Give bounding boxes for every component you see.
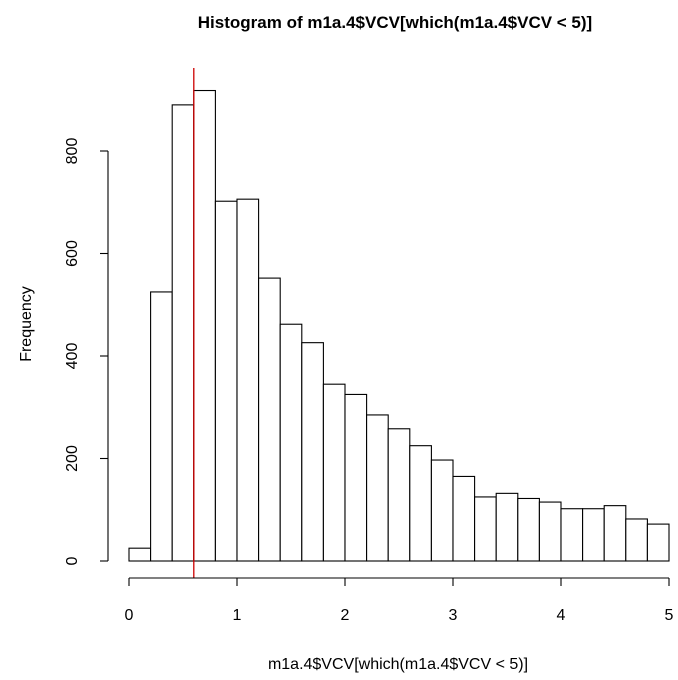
histogram-bar [344, 393, 368, 562]
histogram-bar [560, 508, 584, 562]
histogram-bar [387, 428, 411, 562]
y-tick-label: 600 [64, 240, 81, 267]
x-tick-label: 0 [125, 607, 134, 624]
histogram-bar [193, 89, 216, 562]
histogram-bar [279, 323, 303, 562]
histogram-bar [301, 342, 324, 562]
histogram-bar [430, 459, 454, 562]
histogram-bar [538, 501, 562, 562]
histogram-bar [171, 104, 195, 562]
histogram-bar [474, 496, 497, 562]
histogram-bar [236, 198, 260, 562]
y-axis-title: Frequency [18, 286, 35, 362]
histogram-bar [366, 414, 389, 562]
histogram-bar [322, 383, 346, 562]
histogram-bar [258, 277, 281, 562]
y-tick-label: 400 [64, 343, 81, 370]
histogram-bar [517, 497, 540, 562]
y-axis: 0 200 400 600 800 [64, 138, 109, 565]
histogram-bar [409, 445, 432, 562]
histogram-bar [128, 547, 152, 562]
x-axis-title: m1a.4$VCV[which(m1a.4$VCV < 5)] [268, 656, 528, 673]
y-tick-label: 800 [64, 138, 81, 165]
x-tick-label: 2 [341, 607, 350, 624]
histogram-bar [625, 518, 648, 562]
histogram-bar [150, 291, 173, 562]
histogram-bar [603, 505, 627, 562]
histogram-bar [214, 200, 238, 562]
x-tick-label: 5 [665, 607, 674, 624]
x-tick-label: 4 [557, 607, 566, 624]
bars-group [128, 89, 670, 562]
histogram-bar [646, 523, 670, 562]
histogram-bar [582, 508, 605, 562]
x-axis: 0 1 2 3 4 5 [125, 577, 674, 624]
histogram-bar [452, 475, 476, 562]
histogram-bar [495, 492, 519, 562]
x-tick-label: 3 [449, 607, 458, 624]
y-tick-label: 0 [64, 556, 81, 565]
y-tick-label: 200 [64, 445, 81, 472]
chart-title: Histogram of m1a.4$VCV[which(m1a.4$VCV <… [198, 13, 592, 32]
x-tick-label: 1 [233, 607, 242, 624]
